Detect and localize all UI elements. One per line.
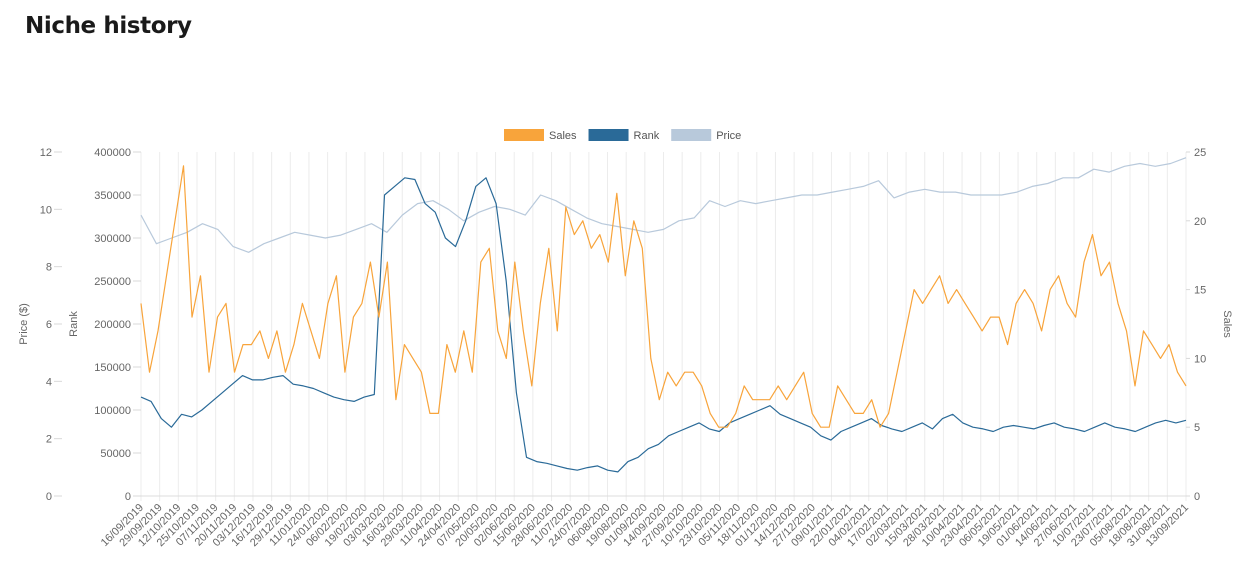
price-tick-label: 12: [40, 147, 52, 159]
price-tick-label: 0: [46, 491, 52, 503]
sales-tick-label: 10: [1194, 353, 1206, 365]
sales-legend-label: Sales: [549, 130, 577, 142]
price-axis-title: Price ($): [18, 303, 30, 345]
rank-tick-label: 150000: [94, 362, 131, 374]
sales-tick-label: 15: [1194, 285, 1206, 297]
rank-axis-title: Rank: [68, 311, 80, 337]
sales-tick-label: 0: [1194, 491, 1200, 503]
rank-tick-label: 300000: [94, 233, 131, 245]
rank-tick-label: 0: [125, 491, 131, 503]
price-tick-label: 8: [46, 262, 52, 274]
rank-tick-label: 100000: [94, 405, 131, 417]
price-tick-label: 6: [46, 319, 52, 331]
price-legend-swatch: [671, 129, 712, 141]
sales-tick-label: 25: [1194, 147, 1206, 159]
sales-series-line: [140, 165, 1187, 428]
rank-tick-label: 200000: [94, 319, 131, 331]
price-tick-label: 10: [40, 204, 52, 216]
rank-tick-label: 350000: [94, 190, 131, 202]
rank-legend-label: Rank: [634, 130, 660, 142]
sales-tick-label: 20: [1194, 216, 1206, 228]
rank-tick-label: 50000: [100, 448, 131, 460]
price-tick-label: 4: [46, 376, 52, 388]
sales-tick-label: 5: [1194, 422, 1200, 434]
price-tick-label: 2: [46, 434, 52, 446]
rank-series-line: [140, 177, 1187, 473]
rank-tick-label: 250000: [94, 276, 131, 288]
page-title: Niche history: [25, 13, 192, 39]
sales-axis-title: Sales: [1221, 310, 1233, 338]
rank-tick-label: 400000: [94, 147, 131, 159]
price-series-line: [140, 157, 1187, 253]
sales-legend-swatch: [504, 129, 544, 141]
price-legend-label: Price: [716, 130, 741, 142]
rank-legend-swatch: [588, 129, 629, 141]
